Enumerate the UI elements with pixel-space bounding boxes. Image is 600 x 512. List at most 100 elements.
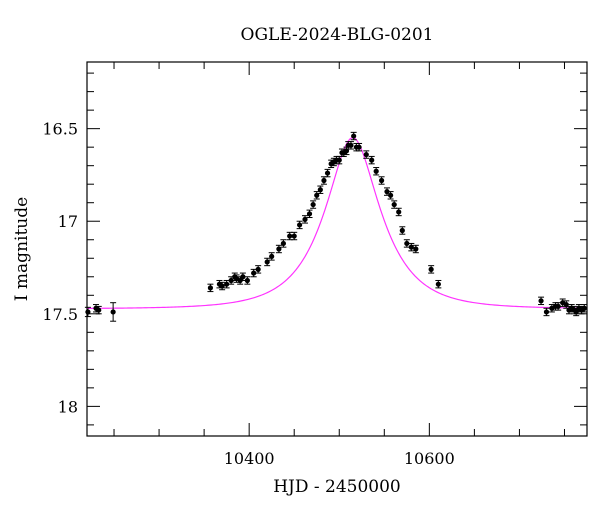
data-point [543,307,550,317]
data-marker [396,209,402,215]
data-point [395,207,402,217]
y-axis-label: I magnitude [12,197,32,301]
data-point [291,231,298,241]
data-point [228,276,235,285]
data-marker [563,301,569,308]
y-tick-label: 16.5 [42,120,78,139]
model-curve [86,137,587,309]
data-marker [543,309,550,315]
data-marker [384,189,390,195]
data-marker [404,240,410,247]
data-point [223,279,230,289]
data-point [363,150,370,159]
data-marker [388,192,394,198]
data-point [581,304,588,313]
data-point [373,167,380,176]
data-point [286,231,293,241]
x-axis-label: HJD - 2450000 [273,477,401,497]
data-marker [280,240,286,247]
data-marker [96,307,102,313]
data-point [280,239,287,248]
data-marker [321,177,327,184]
data-marker [348,142,354,148]
data-point [95,305,102,315]
data-marker [85,309,91,315]
data-marker [255,266,261,272]
data-point [368,155,375,165]
data-marker [244,277,250,284]
data-point [317,185,324,194]
plot-frame [86,61,588,437]
data-marker [269,253,275,260]
data-marker [408,244,414,250]
data-marker [555,303,561,309]
data-marker [224,281,230,287]
data-marker [287,233,293,239]
data-point [428,265,435,274]
data-point [408,242,415,252]
data-point [110,302,117,322]
data-point [268,252,275,261]
data-point [306,209,313,219]
data-marker [391,201,397,208]
data-marker [276,246,282,252]
data-point [324,168,331,178]
data-marker [369,157,375,163]
data-point [207,283,214,293]
plot-area [84,61,588,437]
x-tick-label: 10400 [224,449,275,468]
data-marker [343,148,350,154]
data-point [378,176,385,185]
data-marker [351,133,357,139]
data-marker [324,170,331,176]
data-point [350,131,357,141]
data-point [275,244,282,254]
data-point [391,200,398,209]
data-marker [435,281,441,287]
data-marker [240,274,246,280]
data-marker [297,222,303,228]
data-marker [317,187,323,193]
y-tick-label: 17.5 [42,305,78,324]
data-marker [228,277,234,284]
data-point [255,265,262,274]
data-marker [413,246,419,252]
data-marker [581,305,587,311]
data-point [399,226,406,235]
data-point [250,268,257,278]
data-marker [302,216,308,222]
x-tick-label: 10600 [404,449,455,468]
y-tick-label: 18 [58,397,78,416]
y-tick-labels: 16.5 17 17.5 18 [42,120,78,417]
data-marker [378,177,385,184]
data-marker [399,227,405,234]
data-point [84,306,91,318]
data-marker [314,192,320,198]
data-point [264,257,271,267]
data-marker [363,151,369,158]
data-marker [538,298,544,304]
data-point [403,239,410,248]
data-marker [356,144,362,150]
data-marker [306,211,313,217]
data-marker [310,201,316,208]
data-marker [428,266,434,272]
data-marker [110,309,116,315]
data-point [313,191,320,200]
data-marker [291,233,297,239]
y-tick-label: 17 [58,212,78,231]
data-point [356,142,363,152]
data-point [412,244,419,254]
data-point [310,200,317,209]
chart-title: OGLE-2024-BLG-0201 [241,25,434,45]
data-marker [251,270,257,276]
data-marker [336,157,342,163]
data-point [435,279,442,289]
data-point [320,176,327,185]
data-point [387,191,394,200]
x-tick-labels: 10400 10600 [224,449,455,468]
data-marker [373,168,379,174]
data-point [302,215,309,224]
